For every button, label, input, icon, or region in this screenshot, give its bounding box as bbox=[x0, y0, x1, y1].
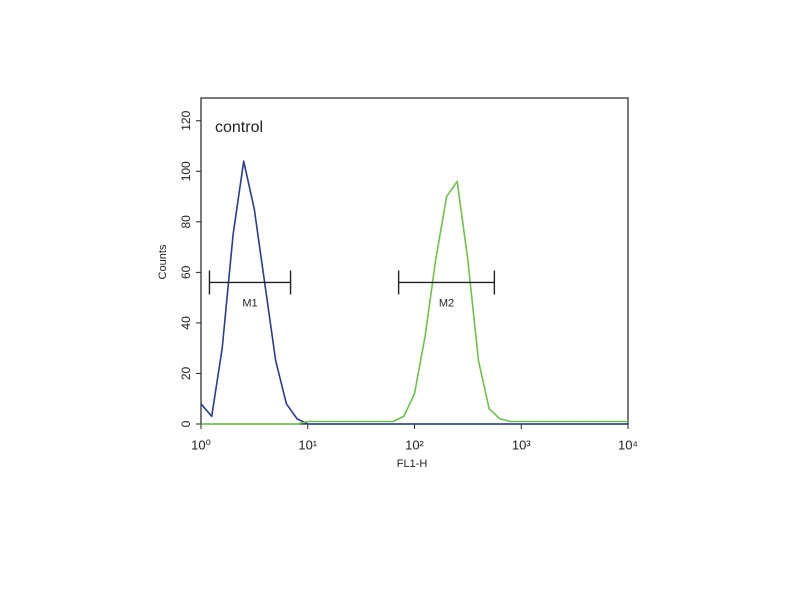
x-tick-label: 10¹ bbox=[298, 437, 317, 452]
y-tick-label: 0 bbox=[179, 420, 193, 427]
y-tick-label: 80 bbox=[179, 215, 193, 229]
y-tick-label: 40 bbox=[179, 316, 193, 330]
gate-label: M2 bbox=[439, 297, 454, 309]
gate-label: M1 bbox=[242, 297, 257, 309]
y-tick-label: 120 bbox=[179, 110, 193, 130]
x-tick-label: 10⁰ bbox=[191, 437, 211, 452]
y-tick-label: 20 bbox=[179, 366, 193, 380]
y-tick-label: 100 bbox=[179, 161, 193, 181]
x-tick-label: 10⁴ bbox=[618, 437, 638, 452]
y-axis-label: Counts bbox=[157, 244, 169, 279]
x-tick-label: 10³ bbox=[512, 437, 531, 452]
y-tick-label: 60 bbox=[179, 265, 193, 279]
x-tick-label: 10² bbox=[405, 437, 424, 452]
annotation: control bbox=[215, 119, 263, 136]
histogram-line bbox=[200, 160, 628, 425]
plot-frame bbox=[200, 97, 629, 425]
histogram-line bbox=[201, 180, 628, 425]
x-axis-label: FL1-H bbox=[397, 458, 428, 470]
